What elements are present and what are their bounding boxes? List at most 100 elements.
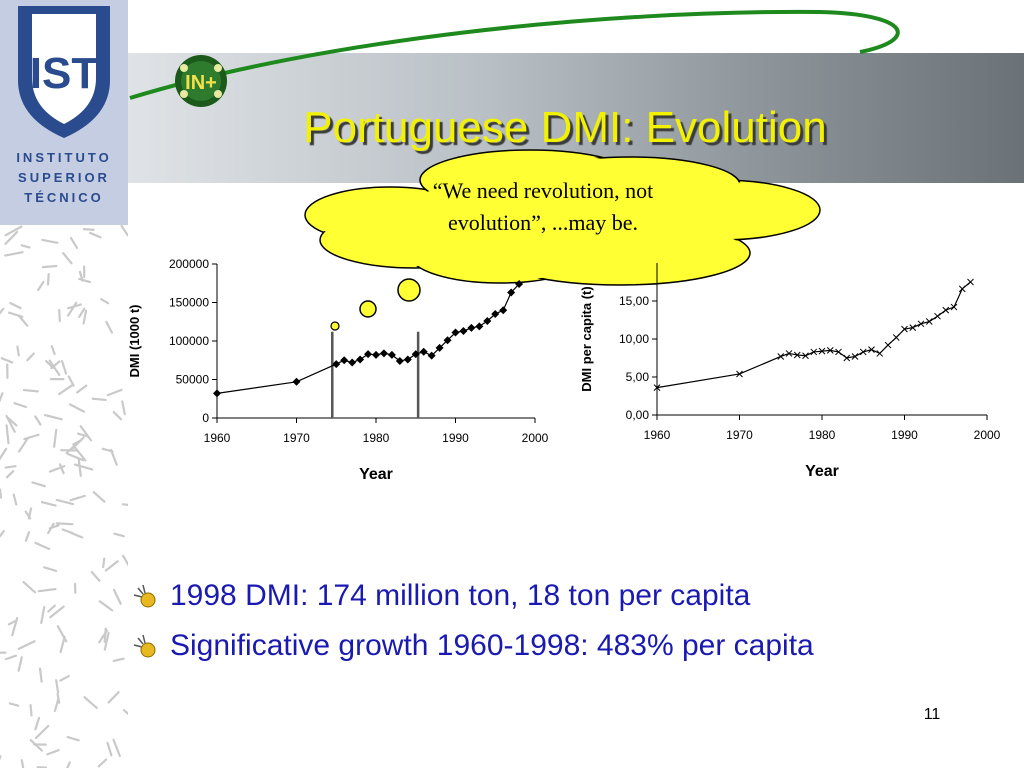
data-point [348,358,357,367]
ist-shield-icon: IST [18,6,110,138]
data-point [435,343,444,352]
data-point [802,352,809,360]
y-tick-label: 0,00 [626,408,650,422]
data-point [818,347,826,355]
chart-dmi-total: 1960 1970 1980 1990 2000 0 50000 100000 150000 20… [127,257,549,483]
bullet-list: 1998 DMI: 174 million ton, 18 ton per ca… [130,574,990,674]
data-point [491,310,500,319]
data-point [372,350,380,359]
y-axis-label: DMI per capita (t) [579,286,594,391]
thought-dots [330,278,421,331]
data-point [777,353,785,360]
logo-line-3: TÉCNICO [24,190,104,205]
cloud-quote: “We need revolution, not evolution”, ...… [378,175,708,239]
data-point [736,370,743,378]
slide-title: Portuguese DMI: Evolution [303,103,827,152]
logo-line-1: INSTITUTO [16,150,112,165]
y-axis-label: DMI (1000 t) [127,305,142,378]
x-tick-label: 2000 [522,431,549,445]
data-point [292,377,301,386]
data-point [340,356,349,365]
logo-line-2: SUPERIOR [18,170,110,185]
data-point [950,303,958,311]
x-tick-label: 1970 [283,431,310,445]
series-line [216,283,520,394]
data-point [379,349,388,358]
data-point [356,355,365,364]
x-tick-label: 1970 [726,428,753,442]
data-point [427,351,436,360]
bullet-text-1: 1998 DMI: 174 million ton, 18 ton per ca… [170,579,751,612]
data-point [475,322,484,331]
data-point [917,320,925,328]
x-tick-label: 1980 [809,428,836,442]
data-point [851,353,859,360]
x-tick-label: 1990 [891,428,918,442]
data-point [909,324,917,331]
bullet-flower-icon [133,584,156,608]
x-tick-label: 2000 [974,428,1001,442]
chart-dmi-per-capita: 1960 1970 1980 1990 2000 0,00 5,00 10,00 15,00 Ye… [579,263,1001,480]
y-tick-label: 200000 [169,257,209,271]
y-tick-label: 10,00 [619,332,649,346]
y-tick-label: 0 [202,411,209,425]
badge-text: IN+ [185,72,217,94]
data-point [653,384,661,391]
decorative-pattern [0,225,128,768]
data-point [876,350,884,357]
y-tick-label: 150000 [169,296,209,310]
svg-text:IST: IST [30,49,99,98]
data-point [901,325,908,333]
data-point [332,360,341,369]
data-point [785,350,793,357]
data-point [459,326,468,335]
data-point [884,341,892,349]
data-point [213,389,221,398]
data-point [967,278,974,286]
data-point [925,318,933,325]
cloud-quote-line-1: “We need revolution, not [432,178,654,203]
x-axis-label: Year [359,466,393,483]
y-tick-label: 100000 [169,334,209,348]
bullet-item-1: 1998 DMI: 174 million ton, 18 ton per ca… [130,574,990,624]
x-tick-label: 1960 [204,431,231,445]
data-point [793,351,801,359]
data-point [934,312,941,320]
x-axis-label: Year [805,463,839,480]
bullet-item-2: Significative growth 1960-1998: 483% per… [130,624,990,674]
cloud-quote-line-2: evolution”, ...may be. [447,210,638,235]
data-point [859,348,867,356]
data-point [958,285,966,293]
data-point [443,336,452,345]
x-tick-label: 1980 [363,431,390,445]
page-number: 11 [923,706,941,723]
green-swoosh [129,9,900,100]
data-point [411,350,420,359]
data-point [499,306,508,315]
data-point [868,346,875,353]
data-point [483,316,492,325]
data-point [843,354,851,362]
data-point [515,280,524,289]
data-point [835,348,842,356]
data-point [403,355,412,364]
data-point [810,348,818,356]
in-plus-badge-icon: IN+ [175,55,227,107]
bullet-text-2: Significative growth 1960-1998: 483% per… [170,629,814,662]
data-point [395,357,404,366]
data-point [507,288,516,297]
data-point [451,328,460,337]
series-line [656,281,971,389]
thought-cloud [304,149,821,286]
x-tick-label: 1990 [442,431,469,445]
x-tick-label: 1960 [644,428,671,442]
data-point [467,323,476,332]
ist-logo: IST INSTITUTO SUPERIOR TÉCNICO [0,0,128,225]
data-point [364,350,373,359]
data-point [826,347,834,354]
bullet-flower-icon [133,634,156,658]
y-tick-label: 15,00 [619,294,649,308]
data-point [419,347,428,356]
y-tick-label: 5,00 [626,370,650,384]
data-point [892,334,900,341]
